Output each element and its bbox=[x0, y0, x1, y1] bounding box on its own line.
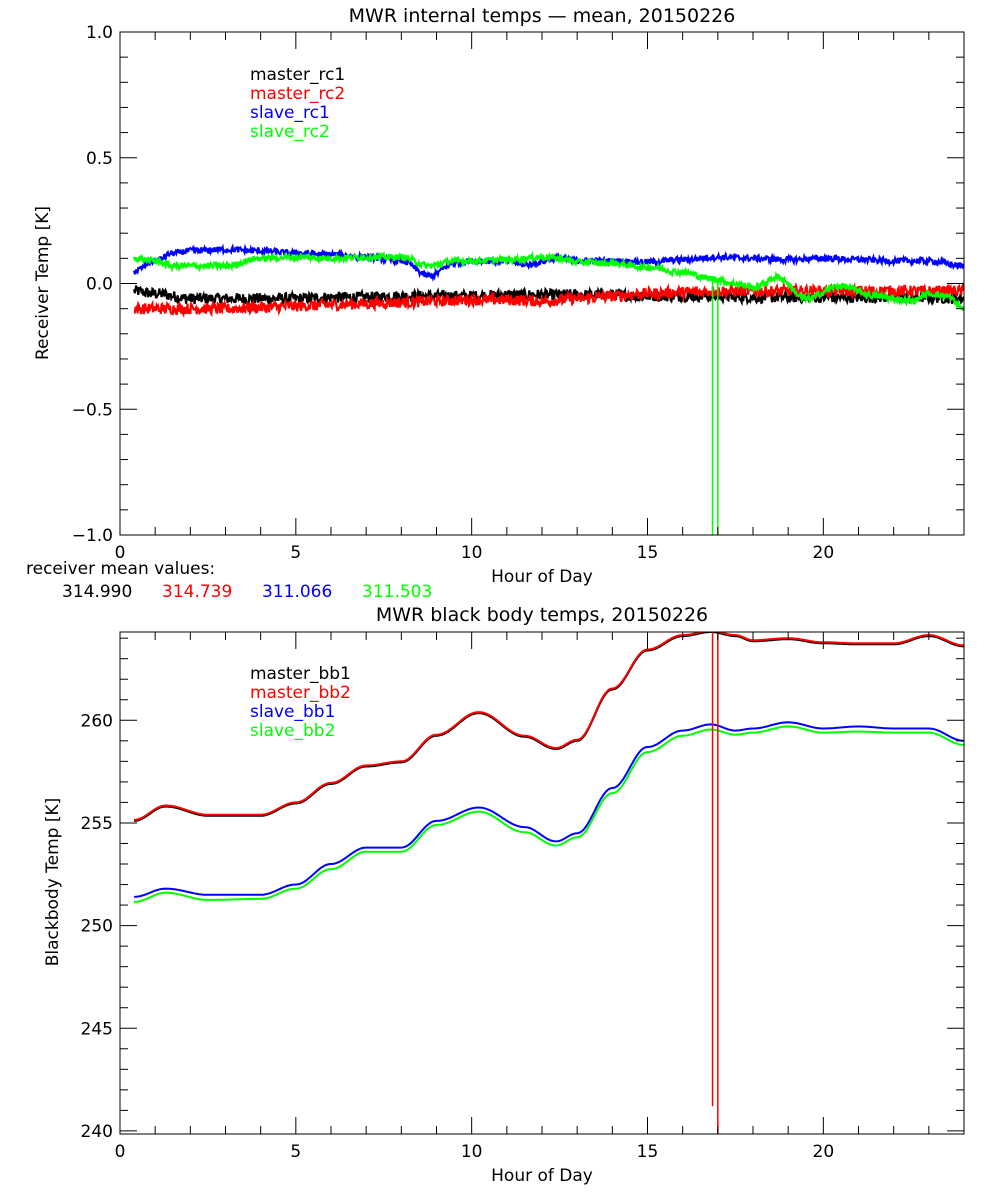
series-group bbox=[134, 632, 964, 1134]
series-line-slave-rc1 bbox=[133, 243, 964, 282]
legend-entry-slave-bb1: slave_bb1 bbox=[250, 702, 335, 722]
legend-entry-master-rc1: master_rc1 bbox=[250, 65, 345, 85]
y-tick-label: 260 bbox=[81, 711, 113, 731]
blackbody-temp-chart: MWR black body temps, 20150226 Hour of D… bbox=[43, 604, 965, 1186]
receiver-mean-master-rc1: 314.990 bbox=[62, 582, 132, 602]
x-axis-label: Hour of Day bbox=[491, 567, 593, 587]
series-group bbox=[133, 243, 964, 535]
y-tick-label: −0.5 bbox=[72, 400, 113, 420]
series-line-slave-bb1 bbox=[134, 721, 964, 898]
receiver-mean-slave-rc2: 311.503 bbox=[362, 582, 432, 602]
series-line-slave-bb2 bbox=[134, 725, 964, 903]
x-tick-label: 20 bbox=[813, 543, 835, 563]
receiver-mean-master-rc2: 314.739 bbox=[162, 582, 232, 602]
y-tick-label: 250 bbox=[81, 917, 113, 937]
receiver-temp-chart: MWR internal temps — mean, 20150226 Hour… bbox=[33, 5, 965, 587]
x-tick-label: 0 bbox=[115, 543, 126, 563]
y-tick-label: 0.5 bbox=[86, 149, 113, 169]
x-tick-label: 5 bbox=[290, 543, 301, 563]
receiver-mean-slave-rc1: 311.066 bbox=[262, 582, 332, 602]
y-tick-label: 255 bbox=[81, 814, 113, 834]
x-axis-label: Hour of Day bbox=[491, 1166, 593, 1186]
y-tick-label: 245 bbox=[81, 1019, 113, 1039]
x-tick-label: 5 bbox=[290, 1142, 301, 1162]
y-tick-label: 0.0 bbox=[86, 275, 113, 295]
chart-title: MWR internal temps — mean, 20150226 bbox=[349, 5, 736, 27]
series-line-master-bb2 bbox=[134, 632, 964, 821]
y-axis-label: Blackbody Temp [K] bbox=[43, 798, 63, 967]
x-tick-label: 10 bbox=[461, 1142, 483, 1162]
plot-frame bbox=[119, 631, 965, 1135]
y-axis-label: Receiver Temp [K] bbox=[33, 206, 53, 360]
legend-entry-slave-rc1: slave_rc1 bbox=[250, 103, 330, 123]
legend-entry-master-bb1: master_bb1 bbox=[250, 664, 351, 684]
legend-entry-master-bb2: master_bb2 bbox=[250, 683, 351, 703]
y-tick-label: 240 bbox=[81, 1122, 113, 1142]
legend-entry-master-rc2: master_rc2 bbox=[250, 84, 345, 104]
legend-entry-slave-rc2: slave_rc2 bbox=[250, 122, 330, 142]
x-tick-label: 15 bbox=[637, 543, 659, 563]
x-tick-label: 20 bbox=[813, 1142, 835, 1162]
y-tick-label: −1.0 bbox=[72, 526, 113, 546]
legend-entry-slave-bb2: slave_bb2 bbox=[250, 721, 335, 741]
x-tick-label: 15 bbox=[637, 1142, 659, 1162]
receiver-means-label: receiver mean values: bbox=[26, 559, 215, 579]
x-tick-label: 0 bbox=[115, 1142, 126, 1162]
series-line-slave-rc2 bbox=[133, 250, 964, 312]
y-tick-label: 1.0 bbox=[86, 23, 113, 43]
x-tick-label: 10 bbox=[461, 543, 483, 563]
chart-title: MWR black body temps, 20150226 bbox=[376, 604, 708, 626]
receiver-means: receiver mean values: 314.990 314.739 31… bbox=[26, 559, 432, 602]
